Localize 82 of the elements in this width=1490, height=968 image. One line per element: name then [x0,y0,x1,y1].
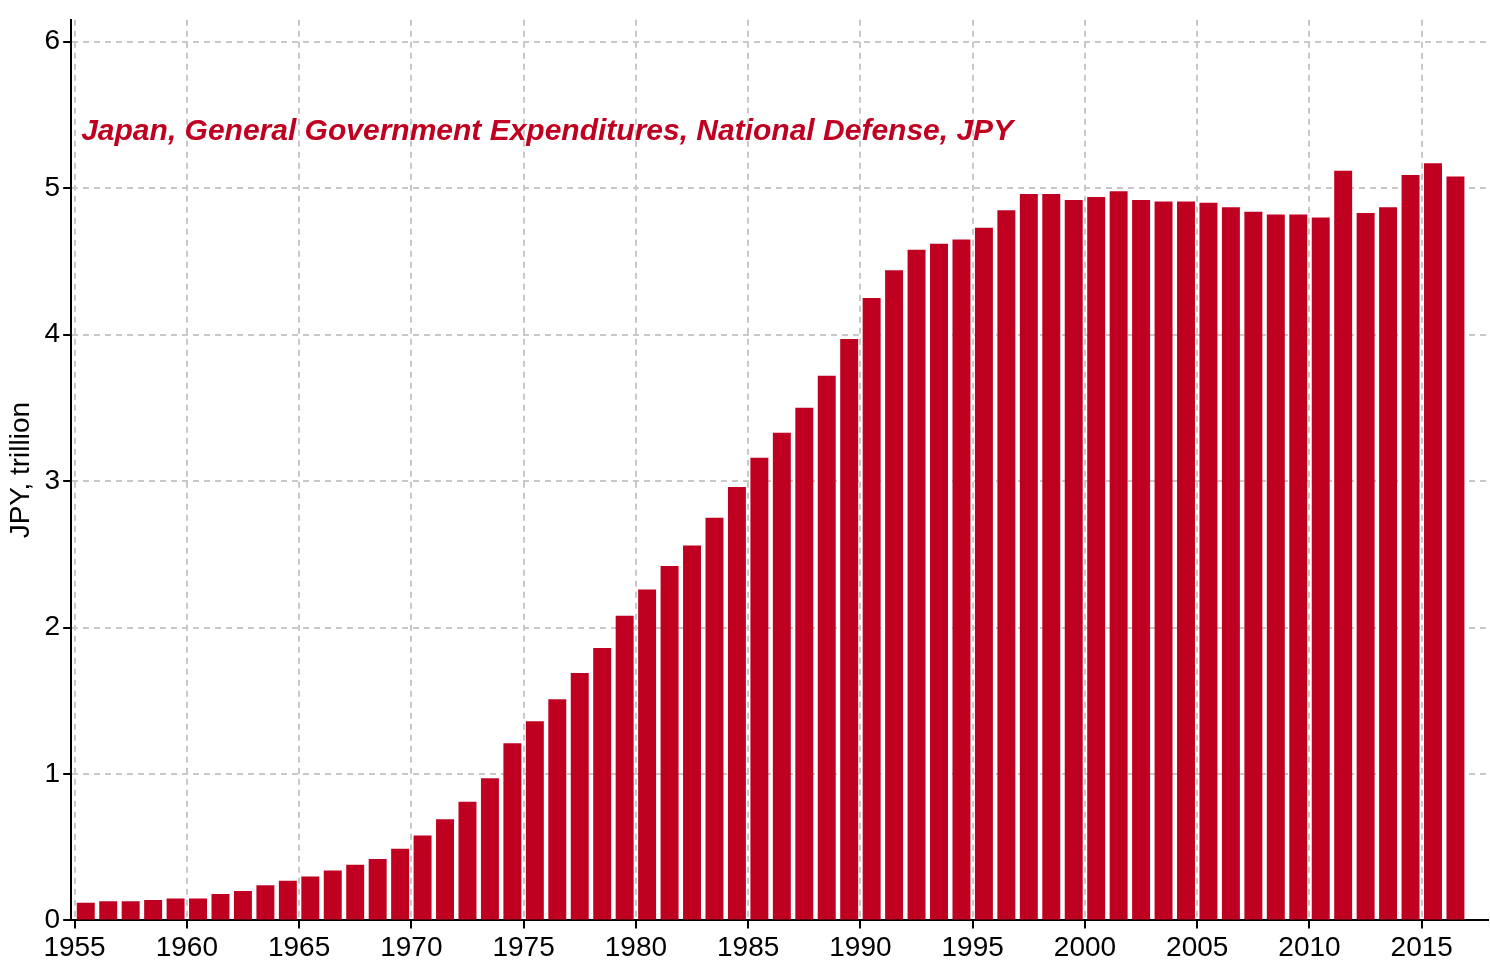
bar [750,457,769,920]
bar [660,566,679,920]
y-tick-label: 3 [44,463,61,495]
x-tick-label: 2005 [1166,930,1229,962]
bar [1289,214,1308,920]
x-tick-label: 2000 [1053,930,1117,962]
bar [301,876,320,920]
y-tick-label: 2 [44,610,61,642]
bar [885,270,904,920]
x-tick-label: 1960 [155,930,218,962]
bar [930,243,948,920]
y-axis-title: JPY, trillion [3,401,35,539]
bar [615,615,634,920]
bar [1446,176,1465,920]
x-tick-label: 1995 [941,930,1004,962]
bar [233,891,252,920]
bar [638,589,657,920]
bar [974,227,993,920]
bar [1177,201,1195,920]
bar [121,901,140,920]
bar [1154,201,1173,920]
x-tick-label: 1985 [717,930,780,962]
x-tick-label: 1965 [267,930,331,962]
bar [817,375,836,920]
bar [1424,163,1442,920]
text: Japan, General Government Expenditures, National Defense, JPY [81,113,1017,147]
bar [1356,213,1375,920]
y-tick-label: 1 [44,756,61,788]
bar [1132,199,1151,920]
bar [840,339,859,920]
bar [952,239,971,920]
bar [413,835,432,920]
bar [997,210,1016,920]
bar [1042,194,1061,920]
bar [795,407,814,920]
bar [256,885,275,920]
bar [727,486,746,920]
bar [1109,191,1128,920]
bar [1221,207,1240,920]
bar [436,819,455,920]
bar [862,298,881,920]
bar [189,898,208,920]
x-tick-label: 2010 [1278,930,1341,962]
bar [907,249,926,920]
y-tick-label: 5 [44,170,61,202]
bar [772,432,791,920]
bar [391,848,410,920]
x-tick-label: 1990 [829,930,892,962]
bar [346,864,365,920]
bar [1334,170,1353,920]
bar [683,545,701,920]
bar [458,801,477,920]
bar [1064,199,1083,920]
bar [368,858,387,920]
bar [1311,217,1330,920]
bar [570,672,589,920]
y-tick-label: 6 [44,24,61,56]
bar [1266,214,1285,920]
bar [480,778,499,920]
bar [76,902,95,920]
bar [1019,194,1038,920]
y-tick-label: 4 [44,317,61,349]
bar [1379,207,1398,920]
bar [705,517,724,920]
bar [99,901,118,920]
bar [1087,196,1106,920]
x-tick-label: 1970 [380,930,443,962]
bar [211,894,230,920]
bar [503,743,522,920]
bar [166,898,185,920]
bar [593,648,612,920]
bar [144,899,163,920]
bar [278,880,297,920]
bar [1199,202,1218,920]
x-tick-label: 1980 [604,930,668,962]
bar [1401,175,1420,920]
bar [1244,211,1263,920]
bar [548,699,567,920]
x-tick-label: 2015 [1390,930,1453,962]
x-tick-label: 1975 [492,930,555,962]
bar [525,721,544,920]
bar [323,870,342,920]
